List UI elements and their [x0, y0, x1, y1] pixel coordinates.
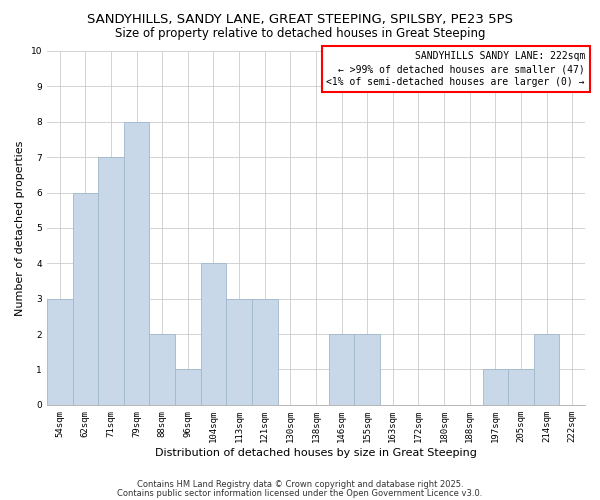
Y-axis label: Number of detached properties: Number of detached properties: [15, 140, 25, 316]
Bar: [355, 334, 380, 405]
Bar: [47, 298, 73, 405]
X-axis label: Distribution of detached houses by size in Great Steeping: Distribution of detached houses by size …: [155, 448, 477, 458]
Bar: [98, 157, 124, 405]
Bar: [226, 298, 252, 405]
Bar: [149, 334, 175, 405]
Bar: [329, 334, 355, 405]
Bar: [534, 334, 559, 405]
Text: SANDYHILLS, SANDY LANE, GREAT STEEPING, SPILSBY, PE23 5PS: SANDYHILLS, SANDY LANE, GREAT STEEPING, …: [87, 12, 513, 26]
Text: Size of property relative to detached houses in Great Steeping: Size of property relative to detached ho…: [115, 28, 485, 40]
Text: SANDYHILLS SANDY LANE: 222sqm
← >99% of detached houses are smaller (47)
<1% of : SANDYHILLS SANDY LANE: 222sqm ← >99% of …: [326, 51, 585, 88]
Bar: [508, 370, 534, 405]
Bar: [175, 370, 200, 405]
Bar: [252, 298, 278, 405]
Bar: [482, 370, 508, 405]
Text: Contains HM Land Registry data © Crown copyright and database right 2025.: Contains HM Land Registry data © Crown c…: [137, 480, 463, 489]
Bar: [200, 264, 226, 405]
Bar: [73, 192, 98, 405]
Text: Contains public sector information licensed under the Open Government Licence v3: Contains public sector information licen…: [118, 488, 482, 498]
Bar: [124, 122, 149, 405]
